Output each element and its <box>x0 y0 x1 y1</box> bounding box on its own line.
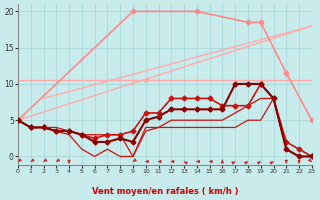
X-axis label: Vent moyen/en rafales ( km/h ): Vent moyen/en rafales ( km/h ) <box>92 187 238 196</box>
